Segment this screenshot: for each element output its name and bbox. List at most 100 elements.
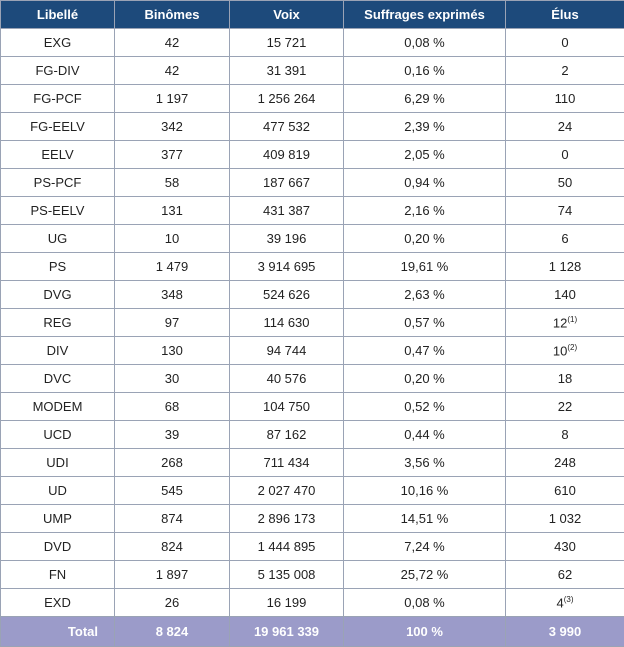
cell: 477 532 [229,112,344,141]
cell: 711 434 [229,448,344,477]
cell: 874 [114,504,230,533]
cell: 104 750 [229,392,344,421]
cell: 25,72 % [343,560,506,589]
cell: 1 032 [505,504,624,533]
footnote-mark: (1) [567,314,578,324]
column-header: Élus [505,0,624,29]
cell: 0 [505,28,624,57]
cell: 1 479 [114,252,230,281]
cell: 409 819 [229,140,344,169]
cell: 18 [505,364,624,393]
cell: 19,61 % [343,252,506,281]
cell: 31 391 [229,56,344,85]
cell: DVD [0,532,115,561]
cell: FG-PCF [0,84,115,113]
cell: 431 387 [229,196,344,225]
cell: UCD [0,420,115,449]
cell: 2,39 % [343,112,506,141]
cell: 268 [114,448,230,477]
cell: DVG [0,280,115,309]
cell: FN [0,560,115,589]
cell: 5 135 008 [229,560,344,589]
cell: 87 162 [229,420,344,449]
cell: EELV [0,140,115,169]
row: FG-PCF 1 197 1 256 264 6,29 % 110 [0,84,624,113]
cell: 0,20 % [343,364,506,393]
cell: 10(2) [505,336,624,365]
cell: 14,51 % [343,504,506,533]
cell: 3,56 % [343,448,506,477]
cell: 377 [114,140,230,169]
cell: 1 128 [505,252,624,281]
cell: PS-PCF [0,168,115,197]
cell: 545 [114,476,230,505]
cell: 74 [505,196,624,225]
cell: EXG [0,28,115,57]
cell: 1 197 [114,84,230,113]
cell: DIV [0,336,115,365]
cell: FG-EELV [0,112,115,141]
cell-value: 12 [552,315,568,331]
cell: 140 [505,280,624,309]
cell: 114 630 [229,308,344,337]
row: EELV 377 409 819 2,05 % 0 [0,140,624,169]
cell: 58 [114,168,230,197]
cell: 3 990 [505,616,624,647]
cell: 0,57 % [343,308,506,337]
column-header: Voix [229,0,344,29]
cell: 0,08 % [343,588,506,617]
cell: 131 [114,196,230,225]
row: MODEM 68 104 750 0,52 % 22 [0,392,624,421]
cell: 16 199 [229,588,344,617]
cell: 348 [114,280,230,309]
cell: 0 [505,140,624,169]
cell: 3 914 695 [229,252,344,281]
cell: 248 [505,448,624,477]
row: DVC 30 40 576 0,20 % 18 [0,364,624,393]
row: FG-DIV 42 31 391 0,16 % 2 [0,56,624,85]
row: PS-PCF 58 187 667 0,94 % 50 [0,168,624,197]
row: FG-EELV 342 477 532 2,39 % 24 [0,112,624,141]
cell-value: 4 [556,595,564,611]
cell: 8 [505,420,624,449]
header-row: Libellé Binômes Voix Suffrages exprimés Élus [0,0,624,29]
cell: 1 444 895 [229,532,344,561]
cell: 12(1) [505,308,624,337]
cell: 0,52 % [343,392,506,421]
cell: 0,94 % [343,168,506,197]
cell: PS [0,252,115,281]
cell: UD [0,476,115,505]
cell: 610 [505,476,624,505]
cell: 187 667 [229,168,344,197]
cell: 2 896 173 [229,504,344,533]
cell: 97 [114,308,230,337]
cell: 2 027 470 [229,476,344,505]
cell: 0,20 % [343,224,506,253]
cell: 15 721 [229,28,344,57]
cell: 26 [114,588,230,617]
row: FN 1 897 5 135 008 25,72 % 62 [0,560,624,589]
cell: 19 961 339 [229,616,344,647]
column-header: Suffrages exprimés [343,0,506,29]
cell: MODEM [0,392,115,421]
cell: 430 [505,532,624,561]
cell: 39 196 [229,224,344,253]
cell: 0,16 % [343,56,506,85]
cell: 1 256 264 [229,84,344,113]
cell: 1 897 [114,560,230,589]
cell: 6 [505,224,624,253]
row: EXD 26 16 199 0,08 % 4(3) [0,588,624,617]
cell: UDI [0,448,115,477]
cell: 10 [114,224,230,253]
cell: 42 [114,56,230,85]
row: DIV 130 94 744 0,47 % 10(2) [0,336,624,365]
cell: 7,24 % [343,532,506,561]
row: UCD 39 87 162 0,44 % 8 [0,420,624,449]
cell: 130 [114,336,230,365]
cell: 824 [114,532,230,561]
cell: 24 [505,112,624,141]
total-row: Total 8 824 19 961 339 100 % 3 990 [0,616,624,647]
cell: 10,16 % [343,476,506,505]
cell: Total [0,616,115,647]
